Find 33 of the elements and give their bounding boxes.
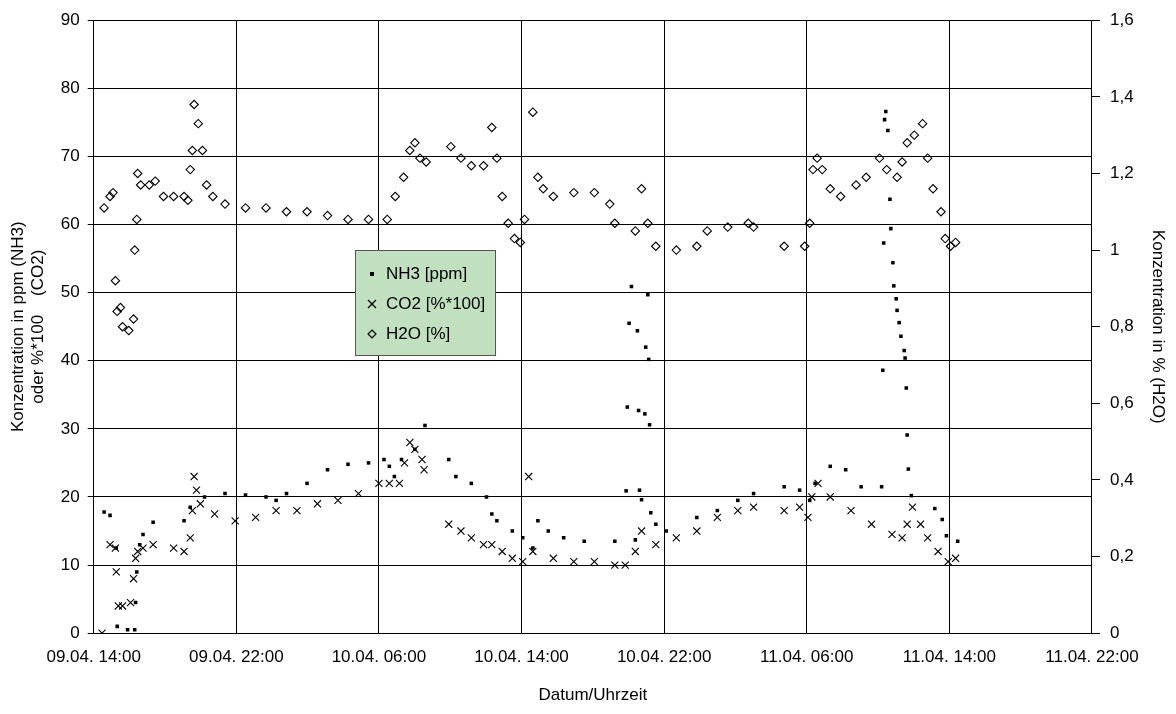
legend-label: NH3 [ppm]: [386, 263, 468, 285]
y-tick-label: 70: [60, 146, 80, 166]
x-tick-label: 09.04. 14:00: [46, 647, 141, 667]
y2-tick-label: 1,4: [1109, 86, 1134, 106]
x-tick-label: 10.04. 14:00: [474, 647, 569, 667]
y-tick-label: 40: [60, 350, 80, 370]
y2-tick-label: 1: [1109, 239, 1120, 259]
y-tick-label: 90: [60, 9, 80, 29]
legend-label: H2O [%]: [386, 323, 451, 345]
y2-tick-label: 0,6: [1109, 393, 1134, 413]
y2-tick-label: 0,8: [1109, 316, 1134, 336]
y2-tick-label: 1,2: [1109, 163, 1134, 183]
y-tick-label: 50: [60, 282, 80, 302]
y-tick-label: 30: [60, 418, 80, 438]
x-tick-label: 09.04. 22:00: [189, 647, 284, 667]
x-tick-label: 10.04. 06:00: [331, 647, 427, 667]
x-axis-title: Datum/Uhrzeit: [538, 685, 648, 705]
y-tick-label: 0: [70, 622, 80, 642]
x-tick-label: 10.04. 22:00: [616, 647, 712, 667]
y-tick-label: 60: [60, 214, 80, 234]
y-tick-label: 10: [60, 554, 80, 574]
y2-tick-label: 0: [1109, 622, 1120, 642]
y2-tick-label: 0,4: [1109, 469, 1134, 489]
y2-axis-title: Konzentration in % (H2O): [1149, 229, 1169, 424]
legend-label: CO2 [%*100]: [386, 293, 486, 315]
y-axis-title: Konzentration in ppm (NH3) oder %*100 (CO2): [7, 221, 48, 433]
x-tick-label: 11.04. 14:00: [902, 647, 996, 667]
y-tick-label: 80: [60, 78, 80, 97]
x-tick-label: 11.04. 22:00: [1045, 647, 1139, 667]
x-tick-label: 11.04. 06:00: [760, 647, 854, 667]
y-tick-label: 20: [60, 486, 80, 506]
y2-tick-label: 1,6: [1109, 9, 1134, 29]
y2-tick-label: 0,2: [1109, 546, 1134, 566]
